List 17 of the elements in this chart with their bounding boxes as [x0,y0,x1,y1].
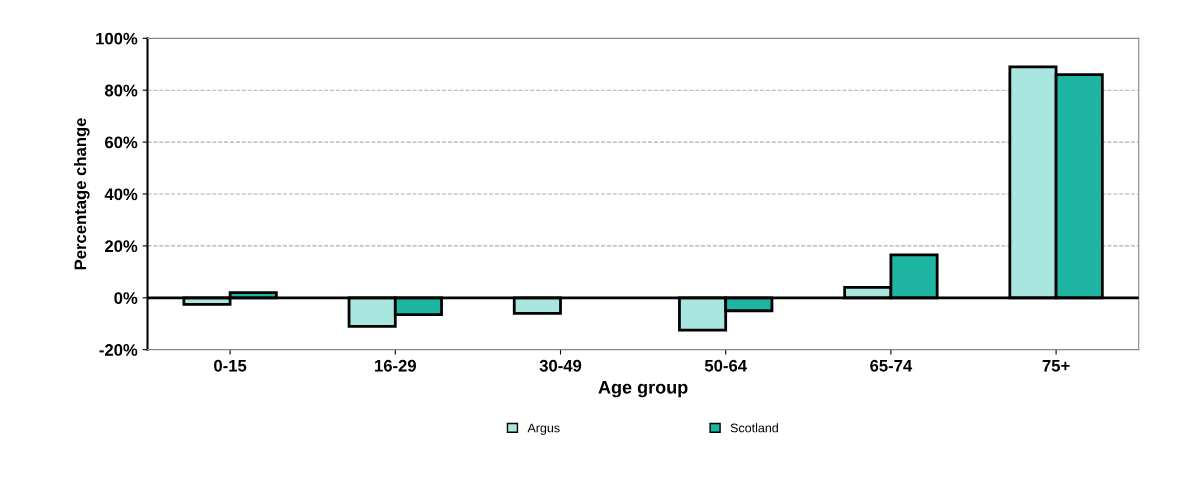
x-tick-label: 30-49 [539,359,582,372]
y-tick-label: -20% [99,344,138,356]
legend-label: Argus [527,423,560,435]
x-tick-label: 16-29 [375,359,416,372]
x-tick-label: 75+ [1042,360,1070,372]
x-tick-label: 0-15 [214,359,247,372]
y-tick-label: 0% [114,292,138,304]
x-tick-label: 50-64 [704,359,747,372]
y-tick-label: 80% [104,84,138,97]
legend-label: Scotland [730,423,778,433]
y-tick-label: 40% [104,188,138,201]
x-tick-label: 65-74 [870,359,913,372]
y-axis-title: Percentage change [73,118,90,270]
y-tick-label: 60% [105,136,138,149]
x-axis-title: Age group [598,381,688,398]
y-tick-label: 100% [96,32,138,45]
y-tick-label: 20% [105,240,138,253]
